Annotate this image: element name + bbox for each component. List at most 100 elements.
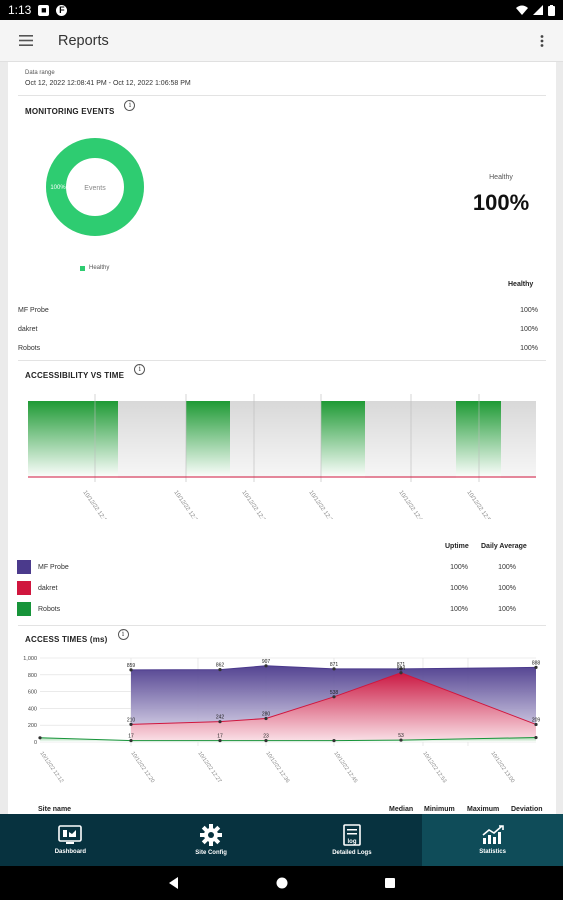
- chart-icon: [482, 825, 504, 844]
- signal-icon: [533, 5, 543, 15]
- series-line: [130, 665, 537, 671]
- health-row-value: 100%: [520, 326, 538, 333]
- nav-site-config[interactable]: Site Config: [141, 814, 282, 866]
- uptime-value: 100%: [450, 606, 468, 613]
- y-tick-label: 200: [28, 723, 37, 729]
- y-tick-label: 800: [28, 673, 37, 679]
- nav-statistics[interactable]: Statistics: [422, 814, 563, 866]
- access-times-title: ACCESS TIMES (ms): [25, 635, 108, 644]
- nav-dashboard[interactable]: Dashboard: [0, 814, 141, 866]
- accessibility-chart: 10/12/22 12:12 10/12/22 12:20 10/12/22 12:…: [28, 394, 536, 519]
- series-line: [130, 672, 537, 725]
- x-tick-label: 10/12/22 12:45: [332, 751, 358, 785]
- data-label: 871: [397, 662, 406, 668]
- x-tick-label: 10/12/22 12:12: [38, 751, 64, 785]
- nav-label: Detailed Logs: [332, 850, 372, 856]
- home-icon[interactable]: [276, 877, 288, 889]
- uptime-header: Uptime: [445, 543, 469, 550]
- info-icon[interactable]: i: [134, 364, 146, 375]
- data-point: [399, 667, 403, 671]
- report-card: Data range Oct 12, 2022 12:08:41 PM - Oc…: [8, 62, 556, 814]
- data-point: [218, 738, 222, 743]
- nav-label: Site Config: [195, 850, 227, 856]
- daily-average-header: Daily Average: [481, 543, 527, 550]
- accessibility-title: ACCESSIBILITY VS TIME: [25, 371, 125, 380]
- nav-detailed-logs[interactable]: log Detailed Logs: [282, 814, 423, 866]
- monitoring-title: MONITORING EVENTS: [25, 107, 115, 116]
- back-icon[interactable]: [168, 877, 180, 889]
- data-point: [534, 722, 538, 727]
- data-label: 888: [532, 660, 541, 666]
- nav-label: Statistics: [479, 849, 506, 855]
- series-swatch-robots: [17, 602, 31, 616]
- data-point: [264, 664, 268, 668]
- data-point: [399, 738, 403, 742]
- data-label: 23: [263, 734, 269, 740]
- data-point: [129, 722, 133, 726]
- recents-icon[interactable]: [384, 877, 396, 889]
- availability-band-green: [456, 401, 501, 478]
- x-tick-label: 10/12/22 12:45: [397, 490, 425, 519]
- status-time: 1:13: [8, 3, 32, 17]
- data-point: [332, 738, 336, 743]
- x-tick-label: 10/12/22 13:00: [489, 751, 515, 785]
- data-label: 871: [330, 662, 339, 668]
- divider: [18, 360, 546, 361]
- data-point: [264, 716, 268, 721]
- minimum-header: Minimum: [424, 806, 455, 813]
- y-tick-label: 400: [28, 706, 37, 712]
- info-icon[interactable]: i: [124, 100, 136, 111]
- daily-average-value: 100%: [498, 585, 516, 592]
- legend-label: Healthy: [89, 265, 110, 271]
- system-navigation-bar: [0, 866, 563, 900]
- access-times-chart: 1,000 800 600 400 200 0 859 862 907 871 871 888 210…: [23, 656, 541, 785]
- health-row-name: dakret: [18, 326, 38, 333]
- site-name-header: Site name: [38, 806, 72, 813]
- x-tick-label: 10/12/22 12:12: [81, 490, 109, 519]
- daily-average-value: 100%: [498, 564, 516, 571]
- donut-healthy-slice: [46, 138, 144, 236]
- gear-icon: [200, 824, 223, 846]
- date-range-label: Data range: [25, 70, 55, 76]
- y-tick-label: 1,000: [23, 656, 37, 662]
- x-tick-label: 10/12/22 12:27: [240, 490, 268, 519]
- health-row-value: 100%: [520, 307, 538, 314]
- access-times-header: ACCESS TIMES (ms) i: [25, 627, 129, 644]
- date-range-value: Oct 12, 2022 12:08:41 PM - Oct 12, 2022 …: [25, 80, 191, 87]
- wifi-icon: [516, 5, 528, 15]
- x-tick-label: 10/12/22 12:53: [421, 751, 447, 785]
- data-label: 859: [127, 663, 136, 669]
- app-bar: Reports: [0, 20, 563, 62]
- x-tick-label: 10/12/22 12:53: [465, 490, 493, 519]
- series-name: Robots: [38, 606, 61, 613]
- menu-button[interactable]: [0, 20, 52, 62]
- data-point: [332, 695, 336, 699]
- availability-band-green: [28, 401, 118, 478]
- data-label: 17: [128, 734, 134, 740]
- monitoring-donut: Events 100%: [46, 138, 144, 236]
- series-swatch-mfprobe: [17, 560, 31, 574]
- battery-icon: [548, 4, 555, 16]
- donut-legend: Healthy: [80, 265, 109, 271]
- data-label: 53: [398, 733, 404, 739]
- data-point: [129, 738, 133, 743]
- page-title: Reports: [58, 32, 109, 49]
- log-icon: log: [343, 824, 361, 846]
- x-tick-label: 10/12/22 12:36: [264, 751, 290, 785]
- overflow-menu-button[interactable]: [521, 20, 563, 62]
- uptime-value: 100%: [450, 585, 468, 592]
- data-label: 209: [532, 717, 541, 723]
- donut-slice-label: 100%: [50, 185, 66, 191]
- data-label: 824: [397, 666, 406, 672]
- median-header: Median: [389, 806, 414, 813]
- donut-center-label: Events: [84, 185, 106, 192]
- data-label: 862: [216, 663, 225, 669]
- health-row-name: MF Probe: [18, 307, 49, 314]
- series-swatch-dakret: [17, 581, 31, 595]
- info-icon[interactable]: i: [117, 629, 129, 640]
- dashboard-icon: [58, 825, 83, 844]
- maximum-header: Maximum: [467, 806, 500, 813]
- y-tick-label: 600: [28, 690, 37, 696]
- f-icon: F: [56, 4, 68, 16]
- data-point: [218, 667, 222, 672]
